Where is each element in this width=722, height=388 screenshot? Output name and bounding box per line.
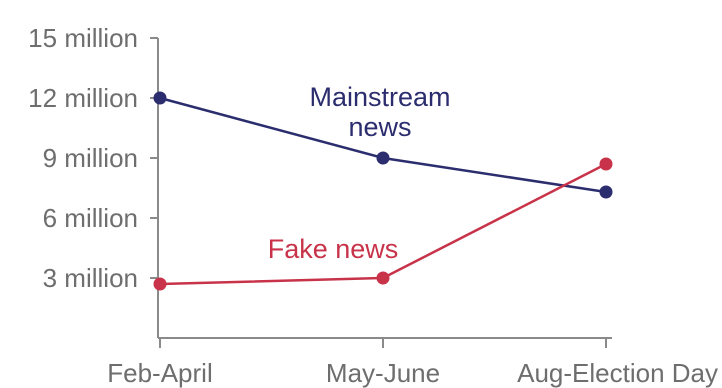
data-point	[153, 277, 167, 291]
data-point	[376, 151, 390, 165]
y-tick-label: 6 million	[43, 203, 138, 233]
series-label: Mainstream	[309, 82, 450, 112]
y-tick-label: 12 million	[28, 83, 138, 113]
data-point	[599, 185, 613, 199]
x-tick-label: Feb-April	[107, 358, 212, 388]
data-point	[376, 271, 390, 285]
x-tick-label: Aug-Election Day	[517, 358, 718, 388]
series-points	[153, 91, 613, 291]
y-axis-ticks: 3 million 6 million 9 million 12 million 15 …	[28, 23, 158, 293]
y-tick-label: 15 million	[28, 23, 138, 53]
x-tick-label: May-June	[326, 358, 440, 388]
series-label: Fake news	[268, 234, 399, 264]
data-point	[153, 91, 167, 105]
series-label: news	[348, 112, 411, 142]
data-point	[599, 157, 613, 171]
y-tick-label: 9 million	[43, 143, 138, 173]
y-tick-label: 3 million	[43, 263, 138, 293]
x-axis-ticks: Feb-April May-June Aug-Election Day	[107, 338, 718, 388]
